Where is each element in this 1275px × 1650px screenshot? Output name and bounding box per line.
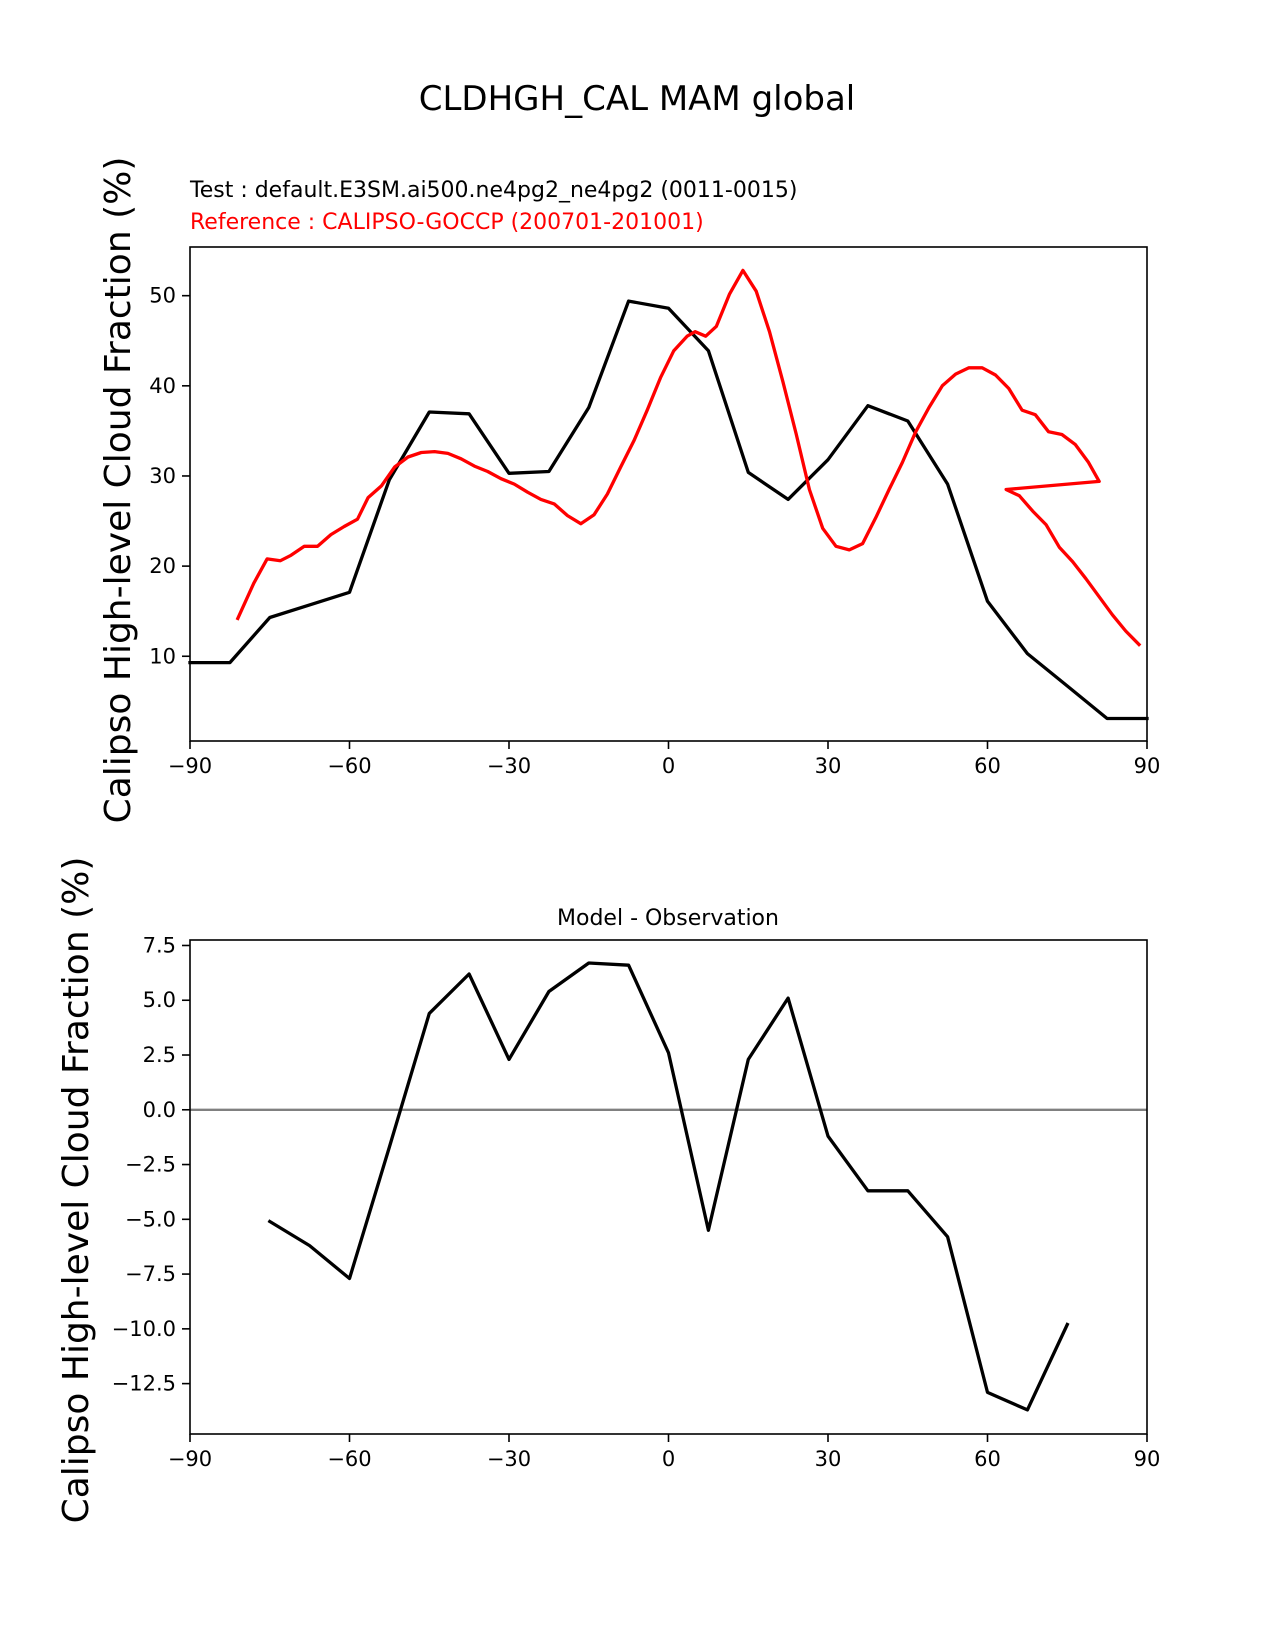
bottom-xtick-label: 60: [974, 1447, 1001, 1471]
bottom-ytick-label: 5.0: [143, 988, 176, 1012]
bottom-ytick-label: 7.5: [143, 933, 176, 957]
top-xtick-label: 0: [662, 754, 675, 778]
bottom-xtick-label: −90: [168, 1447, 212, 1471]
top-xtick-label: −30: [487, 754, 531, 778]
top-axes-frame: [189, 246, 1148, 742]
bottom-ytick-label: −2.5: [125, 1153, 176, 1177]
bottom-series-difference-line: [267, 961, 1070, 1412]
top-xtick-label: 90: [1134, 754, 1161, 778]
top-xtick-label: 60: [974, 754, 1001, 778]
bottom-axes-frame: [189, 939, 1148, 1435]
bottom-title: Model - Observation: [557, 906, 779, 931]
bottom-plot-marks: −90 −60 −30 0 30 60 90 7.5 5.0 2.5 0.0 −2.5 −5.0 −7.5…: [112, 933, 1161, 1471]
top-series-test-line: [188, 299, 1149, 721]
top-panel: Test : default.E3SM.ai500.ne4pg2_ne4pg2 …: [98, 157, 1160, 824]
test-label: Test : default.E3SM.ai500.ne4pg2_ne4pg2 …: [189, 178, 797, 203]
bottom-ytick-label: −5.0: [125, 1207, 176, 1231]
bottom-xtick-label: 90: [1134, 1447, 1161, 1471]
bottom-xtick-label: 30: [815, 1447, 842, 1471]
top-ylabel: Calipso High-level Cloud Fraction (%): [98, 157, 139, 824]
bottom-ytick-label: 2.5: [143, 1043, 176, 1067]
top-series-reference-line: [235, 268, 1142, 647]
top-ytick-label: 10: [149, 644, 176, 668]
bottom-panel: Model - Observation Calipso High-level C…: [56, 857, 1160, 1524]
bottom-ytick-label: 0.0: [143, 1098, 176, 1122]
bottom-ytick-label: −10.0: [112, 1317, 176, 1341]
top-ytick-label: 50: [149, 284, 176, 308]
top-ytick-label: 40: [149, 374, 176, 398]
bottom-xtick-label: −60: [327, 1447, 371, 1471]
top-xtick-label: 30: [815, 754, 842, 778]
bottom-xtick-label: 0: [662, 1447, 675, 1471]
bottom-ytick-label: −7.5: [125, 1262, 176, 1286]
bottom-xtick-label: −30: [487, 1447, 531, 1471]
top-xtick-label: −90: [168, 754, 212, 778]
top-ytick-label: 20: [149, 554, 176, 578]
figure-title: CLDHGH_CAL MAM global: [419, 79, 856, 119]
top-plot-marks: −90 −60 −30 0 30 60 90 10 20 30 40 50: [149, 268, 1161, 778]
bottom-ytick-label: −12.5: [112, 1372, 176, 1396]
top-ytick-label: 30: [149, 464, 176, 488]
reference-label: Reference : CALIPSO-GOCCP (200701-201001…: [190, 210, 704, 235]
bottom-ylabel: Calipso High-level Cloud Fraction (%): [56, 857, 97, 1524]
top-xtick-label: −60: [327, 754, 371, 778]
